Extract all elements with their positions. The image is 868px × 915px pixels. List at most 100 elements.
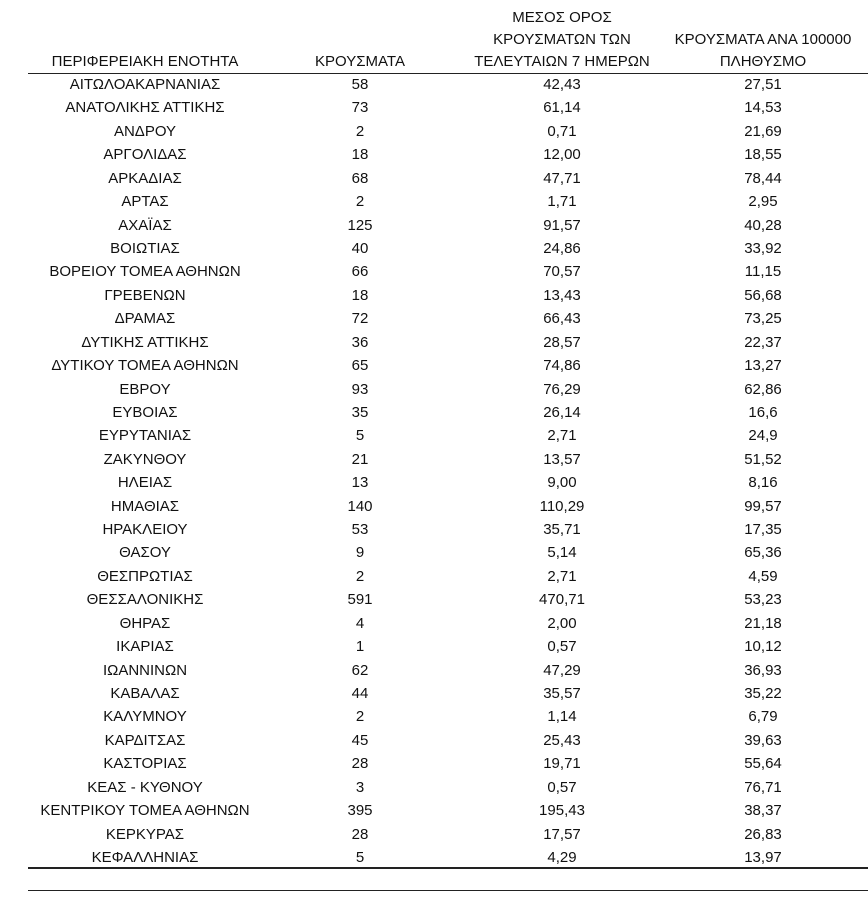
value-cell: 13,27 — [744, 357, 782, 375]
value-cell: 2,00 — [547, 614, 577, 632]
value-cell: 591 — [347, 591, 373, 609]
region-cell: ΔΥΤΙΚΟΥ ΤΟΜΕΑ ΑΘΗΝΩΝ — [51, 357, 239, 375]
region-cell: ΗΛΕΙΑΣ — [117, 474, 173, 492]
value-cell: 42,43 — [543, 76, 581, 93]
value-cell: 4 — [355, 614, 365, 632]
value-cell: 0,71 — [547, 122, 577, 140]
value-cell: 12,00 — [543, 146, 581, 164]
value-cell: 56,68 — [744, 286, 782, 304]
region-cell: ΚΕΡΚΥΡΑΣ — [105, 825, 185, 843]
region-cell: ΔΡΑΜΑΣ — [114, 310, 176, 328]
region-cell: ΑΡΓΟΛΙΔΑΣ — [103, 146, 187, 164]
value-cell: 62,86 — [744, 380, 782, 398]
value-cell: 35,57 — [543, 685, 581, 703]
value-cell: 36 — [351, 333, 369, 351]
region-cell: ΚΕΝΤΡΙΚΟΥ ΤΟΜΕΑ ΑΘΗΝΩΝ — [40, 802, 250, 820]
value-cell: 11,15 — [744, 263, 782, 281]
value-cell: 39,63 — [744, 731, 782, 749]
region-cell: ΘΕΣΠΡΩΤΙΑΣ — [97, 567, 193, 585]
value-cell: 47,29 — [543, 661, 581, 679]
region-cell: ΕΥΡΥΤΑΝΙΑΣ — [98, 427, 192, 445]
value-cell: 91,57 — [543, 216, 581, 234]
region-cell: ΘΑΣΟΥ — [119, 544, 171, 562]
value-cell: 8,16 — [748, 474, 778, 492]
value-cell: 395 — [347, 802, 373, 820]
value-cell: 36,93 — [744, 661, 782, 679]
value-cell: 14,53 — [744, 99, 782, 117]
value-cell: 9 — [355, 544, 365, 562]
value-cell: 65 — [351, 357, 369, 375]
value-cell: 66 — [351, 263, 369, 281]
value-cell: 78,44 — [744, 169, 782, 187]
value-cell: 65,36 — [744, 544, 782, 562]
value-cell: 5 — [355, 849, 365, 866]
value-cell: 470,71 — [539, 591, 585, 609]
region-cell: ΕΒΡΟΥ — [119, 380, 171, 398]
value-cell: 76,71 — [744, 778, 782, 796]
value-cell: 58 — [351, 76, 369, 93]
value-cell: 35,71 — [543, 521, 581, 539]
value-cell: 2 — [355, 122, 365, 140]
value-cell: 17,57 — [543, 825, 581, 843]
region-cell: ΑΙΤΩΛΟΑΚΑΡΝΑΝΙΑΣ — [69, 76, 221, 93]
value-cell: 35 — [351, 403, 369, 421]
region-cell: ΑΧΑΪΑΣ — [118, 216, 172, 234]
value-cell: 40 — [351, 239, 369, 257]
value-cell: 17,35 — [744, 521, 782, 539]
value-cell: 110,29 — [539, 497, 585, 515]
value-cell: 1,14 — [547, 708, 577, 726]
region-cell: ΑΝΔΡΟΥ — [113, 122, 177, 140]
value-cell: 1,71 — [547, 193, 577, 211]
value-cell: 22,37 — [744, 333, 782, 351]
value-cell: 76,29 — [543, 380, 581, 398]
header-cell: ΚΡΟΥΣΜΑΤΩΝ ΤΩΝ — [493, 31, 631, 48]
value-cell: 2,95 — [748, 193, 778, 211]
value-cell: 5,14 — [547, 544, 577, 562]
value-cell: 53 — [351, 521, 369, 539]
value-cell: 6,79 — [748, 708, 778, 726]
header-cell: ΜΕΣΟΣ ΟΡΟΣ — [512, 9, 612, 26]
value-cell: 93 — [351, 380, 369, 398]
region-cell: ΗΜΑΘΙΑΣ — [110, 497, 180, 515]
value-cell: 4,29 — [547, 849, 577, 866]
value-cell: 26,83 — [744, 825, 782, 843]
header-cell: ΚΡΟΥΣΜΑΤΑ — [315, 53, 405, 70]
value-cell: 2,71 — [547, 567, 577, 585]
value-cell: 70,57 — [543, 263, 581, 281]
value-cell: 21,18 — [744, 614, 782, 632]
value-cell: 74,86 — [543, 357, 581, 375]
value-cell: 21 — [351, 450, 369, 468]
value-cell: 140 — [347, 497, 373, 515]
region-cell: ΙΚΑΡΙΑΣ — [116, 638, 174, 656]
region-cell: ΘΕΣΣΑΛΟΝΙΚΗΣ — [86, 591, 204, 609]
region-cell: ΓΡΕΒΕΝΩΝ — [104, 286, 186, 304]
value-cell: 2,71 — [547, 427, 577, 445]
value-cell: 28,57 — [543, 333, 581, 351]
footer-rule — [28, 890, 868, 891]
value-cell: 16,6 — [748, 403, 778, 421]
value-cell: 18 — [351, 146, 369, 164]
bottom-rule — [28, 867, 868, 869]
value-cell: 61,14 — [543, 99, 581, 117]
value-cell: 13,43 — [543, 286, 581, 304]
value-cell: 45 — [351, 731, 369, 749]
value-cell: 44 — [351, 685, 369, 703]
header-cell: ΚΡΟΥΣΜΑΤΑ ΑΝΑ 100000 — [674, 31, 852, 48]
value-cell: 24,86 — [543, 239, 581, 257]
value-cell: 4,59 — [748, 567, 778, 585]
region-cell: ΙΩΑΝΝΙΝΩΝ — [102, 661, 188, 679]
value-cell: 40,28 — [744, 216, 782, 234]
value-cell: 1 — [355, 638, 365, 656]
region-cell: ΗΡΑΚΛΕΙΟΥ — [102, 521, 188, 539]
region-cell: ΚΕΦΑΛΛΗΝΙΑΣ — [91, 849, 199, 866]
value-cell: 24,9 — [748, 427, 778, 445]
region-cell: ΚΑΣΤΟΡΙΑΣ — [103, 755, 187, 773]
value-cell: 33,92 — [744, 239, 782, 257]
region-cell: ΖΑΚΥΝΘΟΥ — [103, 450, 187, 468]
region-cell: ΒΟΡΕΙΟΥ ΤΟΜΕΑ ΑΘΗΝΩΝ — [49, 263, 241, 281]
value-cell: 27,51 — [744, 76, 782, 93]
region-cell: ΚΕΑΣ - ΚΥΘΝΟΥ — [87, 778, 203, 796]
value-cell: 18 — [351, 286, 369, 304]
value-cell: 73,25 — [744, 310, 782, 328]
